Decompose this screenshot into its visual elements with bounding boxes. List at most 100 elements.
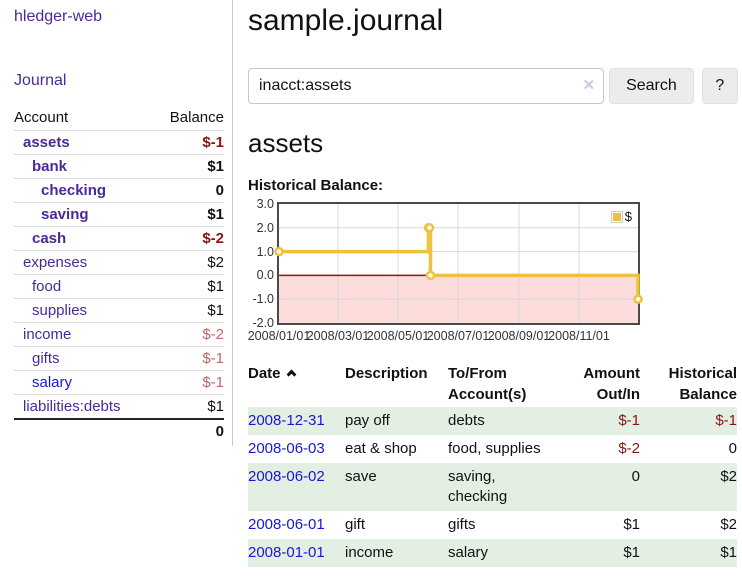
chart-title: Historical Balance: [248, 177, 384, 194]
account-row: salary $-1 [14, 370, 224, 395]
accounts-total-balance: 0 [215, 423, 224, 440]
account-row: expenses $2 [14, 250, 224, 275]
chart-x-axis-label: 2008/01/01 [247, 329, 311, 343]
account-row: cash $-2 [14, 226, 224, 251]
account-row: checking 0 [14, 178, 224, 203]
account-row: saving $1 [14, 202, 224, 227]
accounts-header-account: Account [14, 109, 69, 126]
sidebar-item-journal[interactable]: Journal [14, 72, 67, 89]
accounts-header-balance: Balance [169, 109, 224, 126]
accounts-header-row: Account Balance [14, 106, 224, 131]
sidebar-account-link[interactable]: bank [32, 158, 68, 175]
account-row: income $-2 [14, 322, 224, 347]
chart-x-axis-label: 2008/09/01 [487, 329, 551, 343]
account-balance: $1 [207, 302, 224, 319]
transaction-amount: $1 [623, 516, 640, 533]
chart-x-axis-label: 2008/03/01 [306, 329, 370, 343]
header-amount: Amount Out/In [583, 365, 640, 403]
search-button[interactable]: Search [609, 68, 694, 104]
transaction-amount: $-1 [618, 412, 640, 429]
transaction-description: income [345, 544, 394, 561]
account-row: gifts $-1 [14, 346, 224, 371]
chart-plot-area: $ [274, 202, 643, 325]
sidebar-account-link[interactable]: food [32, 278, 62, 295]
clear-search-icon[interactable]: ✕ [582, 77, 596, 94]
page-title: sample.journal [248, 4, 444, 37]
transaction-historical-balance: $1 [720, 544, 737, 561]
account-row: assets $-1 [14, 130, 224, 155]
account-row: supplies $1 [14, 298, 224, 323]
sidebar-account-link[interactable]: gifts [32, 350, 60, 367]
account-balance: $1 [207, 206, 224, 223]
transaction-description: save [345, 468, 377, 485]
transactions-table: Date Description To/From Account(s) Amou… [248, 361, 737, 567]
chart-x-axis-label: 2008/07/01 [426, 329, 490, 343]
sidebar-account-link[interactable]: cash [32, 230, 67, 247]
transaction-description: pay off [345, 412, 390, 429]
account-row: liabilities:debts $1 [14, 394, 224, 420]
account-balance: $2 [207, 254, 224, 271]
legend-label: $ [624, 209, 632, 224]
chart-point-marker [425, 270, 436, 281]
transaction-row: 2008-12-31 pay off debts $-1 $-1 [248, 407, 737, 435]
transaction-historical-balance: $2 [720, 516, 737, 533]
account-row: bank $1 [14, 154, 224, 179]
transaction-amount: 0 [631, 468, 640, 485]
app-title-link[interactable]: hledger-web [14, 8, 103, 25]
header-description: Description [345, 365, 428, 382]
balance-chart: 3.0 2.0 1.0 0.0 -1.0 -2.0 $ 2008/01/01 2008/03… [247, 197, 738, 344]
sort-ascending-icon [286, 369, 296, 380]
account-balance: $-2 [202, 230, 224, 247]
transaction-historical-balance: 0 [728, 440, 737, 457]
chart-point-marker [633, 294, 643, 304]
transaction-row: 2008-06-02 save saving, checking 0 $2 [248, 463, 737, 511]
transaction-date-link[interactable]: 2008-06-03 [248, 440, 325, 457]
account-balance: $1 [207, 158, 224, 175]
account-balance: $1 [207, 398, 224, 415]
sidebar-account-link[interactable]: salary [32, 374, 73, 391]
transaction-date-link[interactable]: 2008-06-02 [248, 468, 325, 485]
account-balance: $-1 [202, 374, 224, 391]
transaction-date-link[interactable]: 2008-06-01 [248, 516, 325, 533]
transaction-accounts: gifts [448, 516, 476, 533]
search-input[interactable] [248, 68, 605, 104]
sidebar-account-link[interactable]: saving [41, 206, 89, 223]
transaction-date-link[interactable]: 2008-01-01 [248, 544, 325, 561]
transaction-row: 2008-01-01 income salary $1 $1 [248, 539, 737, 567]
chart-point-marker [424, 223, 435, 233]
header-date[interactable]: Date [248, 361, 345, 407]
sidebar-account-link[interactable]: supplies [32, 302, 88, 319]
accounts-table: Account Balance assets $-1 bank $1 checking 0… [14, 106, 224, 443]
chart-y-axis-label: 0.0 [256, 268, 274, 283]
transaction-historical-balance: $2 [720, 468, 737, 485]
transaction-accounts: debts [448, 412, 485, 429]
legend-swatch-icon [610, 210, 623, 223]
accounts-total-row: 0 [14, 419, 224, 443]
chart-x-axis-label: 2008/05/01 [366, 329, 430, 343]
chart-y-axis-label: 2.0 [256, 220, 274, 235]
sidebar: hledger-web Journal Account Balance asse… [0, 0, 233, 446]
header-historical: Historical Balance [668, 365, 737, 403]
chart-y-axis-label: 1.0 [256, 244, 274, 259]
transaction-row: 2008-06-01 gift gifts $1 $2 [248, 511, 737, 539]
account-balance: $-1 [202, 350, 224, 367]
chart-legend: $ [610, 209, 632, 224]
header-accounts: To/From Account(s) [448, 365, 527, 403]
account-heading: assets [248, 128, 324, 158]
search-form: ✕ Search ? [248, 68, 738, 104]
chart-point-marker [274, 246, 284, 257]
account-balance: 0 [215, 182, 224, 199]
transaction-accounts: salary [448, 544, 489, 561]
sidebar-account-link[interactable]: assets [23, 134, 70, 151]
chart-x-axis-label: 2008/11/01 [548, 329, 610, 343]
transaction-row: 2008-06-03 eat & shop food, supplies $-2 0 [248, 435, 737, 463]
sidebar-account-link[interactable]: checking [41, 182, 107, 199]
transaction-date-link[interactable]: 2008-12-31 [248, 412, 325, 429]
transaction-amount: $-2 [618, 440, 640, 457]
chart-series-line [274, 204, 643, 323]
sidebar-account-link[interactable]: income [23, 326, 72, 343]
sidebar-account-link[interactable]: expenses [23, 254, 88, 271]
help-button[interactable]: ? [701, 68, 738, 104]
transaction-description: gift [345, 516, 366, 533]
sidebar-account-link[interactable]: liabilities:debts [23, 398, 121, 415]
